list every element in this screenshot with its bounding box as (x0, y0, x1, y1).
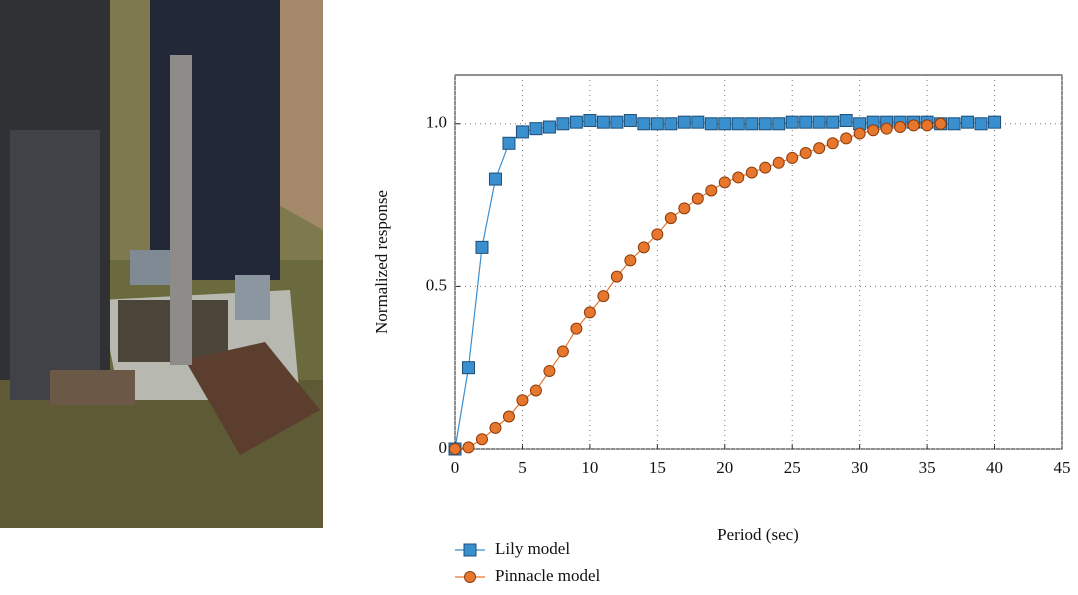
y-tick-label: 1.0 (426, 113, 447, 132)
data-point (814, 143, 825, 154)
x-tick-label: 45 (1054, 458, 1071, 477)
x-tick-label: 40 (986, 458, 1003, 477)
data-point (651, 118, 663, 130)
data-point (665, 213, 676, 224)
data-point (786, 116, 798, 128)
legend-label: Lily model (495, 539, 570, 558)
data-point (597, 116, 609, 128)
data-point (719, 177, 730, 188)
x-tick-label: 30 (851, 458, 868, 477)
data-point (652, 229, 663, 240)
x-tick-label: 20 (716, 458, 733, 477)
x-axis-label: Period (sec) (717, 525, 799, 544)
data-point (516, 126, 528, 138)
data-point (895, 122, 906, 133)
data-point (638, 242, 649, 253)
data-point (638, 118, 650, 130)
data-point (692, 116, 704, 128)
data-point (611, 271, 622, 282)
data-point (813, 116, 825, 128)
data-point (706, 185, 717, 196)
data-point (530, 123, 542, 135)
figure: Period (sec) Normalized response 0 5 10 15 2… (0, 0, 1078, 590)
data-point (692, 193, 703, 204)
data-point (854, 128, 865, 139)
data-point (922, 120, 933, 131)
data-point (490, 422, 501, 433)
data-point (841, 133, 852, 144)
data-point (840, 115, 852, 127)
x-tick-label: 25 (784, 458, 801, 477)
data-point (962, 116, 974, 128)
data-point (975, 118, 987, 130)
data-point (935, 118, 946, 129)
data-point (665, 118, 677, 130)
x-tick-label: 10 (581, 458, 598, 477)
data-point (733, 172, 744, 183)
y-tick-label: 0 (439, 438, 448, 457)
data-point (463, 442, 474, 453)
series-line (455, 121, 995, 449)
data-point (678, 116, 690, 128)
data-point (450, 444, 461, 455)
x-tick-label: 15 (649, 458, 666, 477)
data-point (557, 118, 569, 130)
data-point (908, 120, 919, 131)
data-point (827, 138, 838, 149)
data-point (800, 116, 812, 128)
legend-marker (465, 572, 476, 583)
data-point (989, 116, 1001, 128)
data-point (705, 118, 717, 130)
x-tick-label: 0 (451, 458, 460, 477)
photo (0, 0, 323, 528)
data-point (544, 365, 555, 376)
data-point (543, 121, 555, 133)
data-point (462, 362, 474, 374)
data-point (732, 118, 744, 130)
data-point (760, 162, 771, 173)
data-point (948, 118, 960, 130)
data-point (476, 434, 487, 445)
data-point (571, 323, 582, 334)
data-point (624, 115, 636, 127)
data-point (489, 173, 501, 185)
data-point (503, 411, 514, 422)
data-point (517, 395, 528, 406)
data-point (787, 152, 798, 163)
legend-label: Pinnacle model (495, 566, 601, 585)
y-axis-label: Normalized response (372, 190, 391, 334)
data-point (827, 116, 839, 128)
data-point (625, 255, 636, 266)
data-point (881, 123, 892, 134)
data-point (611, 116, 623, 128)
data-point (719, 118, 731, 130)
legend-marker (464, 544, 476, 556)
data-point (570, 116, 582, 128)
data-point (503, 137, 515, 149)
data-point (759, 118, 771, 130)
data-point (746, 118, 758, 130)
data-point (476, 241, 488, 253)
data-point (746, 167, 757, 178)
data-point (773, 157, 784, 168)
data-point (557, 346, 568, 357)
x-tick-label: 35 (919, 458, 936, 477)
data-point (800, 148, 811, 159)
data-point (584, 307, 595, 318)
data-point (868, 125, 879, 136)
data-point (584, 115, 596, 127)
data-point (679, 203, 690, 214)
y-tick-label: 0.5 (426, 275, 447, 294)
page: Period (sec) Normalized response 0 5 10 15 2… (0, 0, 1078, 595)
x-tick-label: 5 (518, 458, 527, 477)
data-point (773, 118, 785, 130)
data-point (598, 291, 609, 302)
data-point (530, 385, 541, 396)
